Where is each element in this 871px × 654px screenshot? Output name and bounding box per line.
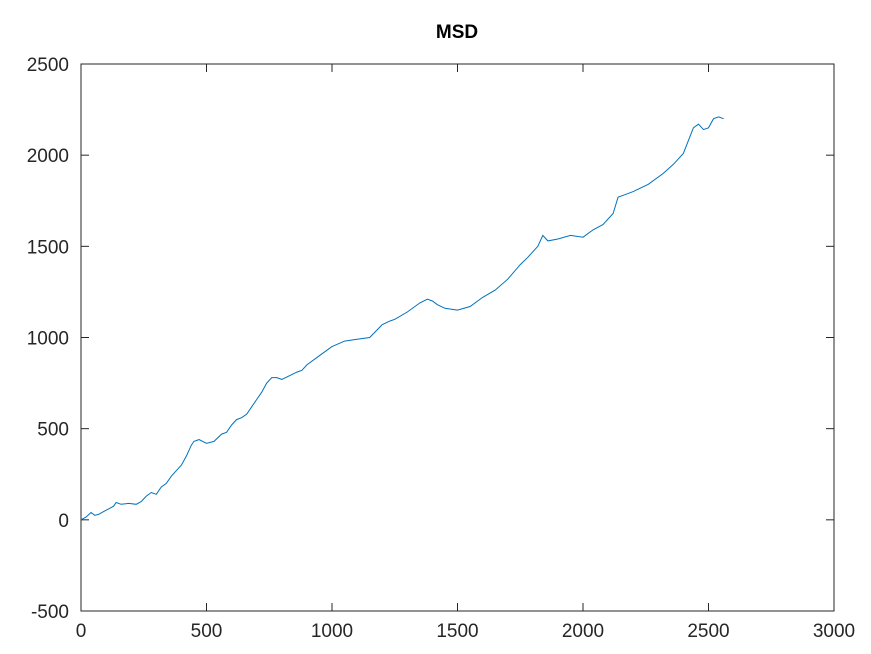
x-tick-label: 1000 (311, 621, 353, 642)
x-tick-label: 2000 (562, 621, 604, 642)
y-tick-label: 0 (58, 511, 69, 532)
x-tick-label: 500 (191, 621, 223, 642)
x-tick-label: 1500 (436, 621, 478, 642)
x-tick-label: 3000 (813, 621, 855, 642)
y-tick-label: 500 (37, 420, 69, 441)
msd-series-line (80, 116, 724, 521)
x-tick-label: 2500 (687, 621, 729, 642)
axis-ticks (80, 63, 835, 612)
y-tick-label: 2500 (27, 55, 69, 76)
y-tick-label: 2000 (27, 146, 69, 167)
y-tick-labels: -500 0 500 1000 1500 2000 2500 (27, 55, 69, 623)
y-tick-label: -500 (31, 602, 69, 623)
x-tick-labels: 0 500 1000 1500 2000 2500 3000 (76, 621, 855, 642)
y-tick-label: 1500 (27, 237, 69, 258)
x-tick-label: 0 (76, 621, 87, 642)
plot-area-box (80, 63, 835, 612)
y-tick-label: 1000 (27, 329, 69, 350)
chart-title: MSD (436, 22, 478, 43)
